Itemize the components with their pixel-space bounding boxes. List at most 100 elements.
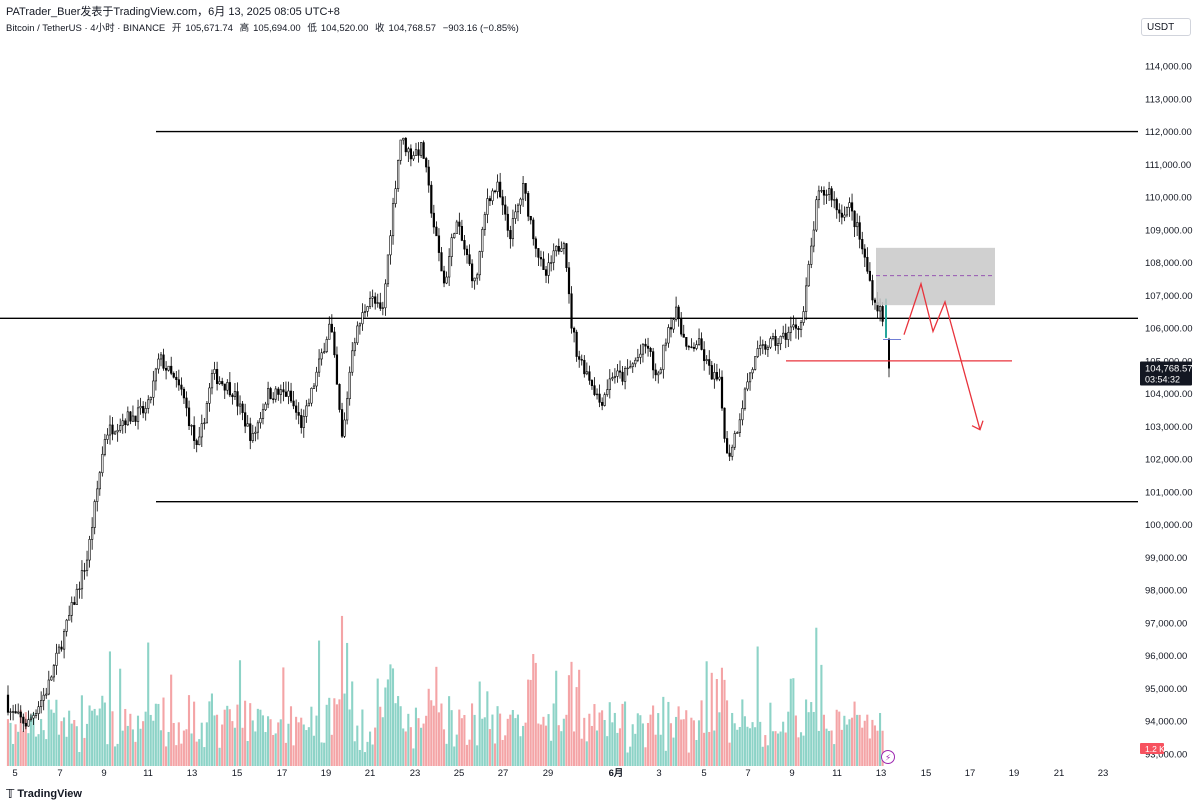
volume-bar: [274, 733, 277, 766]
price-tick-label: 109,000.00: [1145, 225, 1193, 236]
candle-body: [652, 351, 655, 371]
time-tick-label: 9: [101, 768, 106, 779]
candle-body: [708, 359, 711, 366]
volume-bar: [307, 727, 310, 766]
volume-bar: [340, 615, 344, 766]
volume-bar: [14, 724, 17, 766]
candle-body: [430, 184, 433, 214]
volume-bar: [606, 736, 609, 766]
volume-bar: [641, 723, 644, 766]
price-tick-label: 113,000.00: [1145, 94, 1192, 105]
candle-body: [700, 338, 703, 350]
candle-body: [198, 436, 201, 446]
volume-bar: [256, 708, 259, 766]
volume-bar: [93, 708, 96, 766]
volume-bar: [330, 734, 333, 766]
price-axis[interactable]: 114,000.00 113,000.00 112,000.00 111,000.00…: [1145, 62, 1193, 761]
candle-body: [312, 385, 316, 389]
candle-body: [662, 344, 665, 370]
volume-bar: [101, 695, 104, 766]
volume-bar: [822, 714, 825, 766]
candle-body: [595, 393, 599, 396]
candle-body: [527, 193, 530, 217]
candle-body: [261, 409, 265, 419]
volume-bar: [440, 703, 443, 766]
volume-bar: [705, 661, 708, 766]
candle-body: [590, 380, 594, 386]
candle-body: [774, 336, 777, 346]
time-axis[interactable]: 5 7 9 11 13 15 17 19 21 23 25 27 29 6月 3 5 7 9 11 13 15 17 19 2…: [12, 768, 1108, 779]
volume-bar: [144, 711, 147, 766]
candle-body: [820, 190, 823, 192]
volume-bar: [468, 739, 471, 766]
candle-body: [91, 527, 94, 540]
volume-bar: [397, 696, 400, 766]
volume-bar: [238, 660, 242, 766]
volume-bar: [361, 709, 364, 766]
candle-body: [802, 311, 805, 323]
volume-bar: [664, 750, 667, 766]
volume-bar: [244, 700, 247, 766]
candle-body: [167, 365, 170, 371]
tradingview-brand[interactable]: 𝕋 TradingView: [6, 787, 82, 801]
volume-bar: [629, 746, 632, 766]
last-price-value: 104,768.57: [1145, 363, 1193, 374]
volume-bar: [379, 706, 382, 766]
time-tick-label: 29: [543, 768, 554, 779]
candle-body: [384, 283, 387, 309]
candle-body: [131, 415, 135, 422]
volume-bar: [815, 627, 818, 766]
volume-bar: [562, 718, 565, 766]
candle-body: [881, 306, 884, 322]
volume-bar: [501, 739, 504, 766]
candle-body: [550, 262, 553, 264]
candle-body: [483, 214, 486, 230]
candle-body: [333, 331, 336, 356]
volume-bar: [346, 642, 349, 766]
volume-bar: [499, 713, 502, 766]
candle-body: [754, 356, 757, 370]
candle-body: [236, 391, 239, 407]
volume-bar: [565, 714, 568, 766]
volume-bar: [73, 720, 76, 766]
time-tick-label: 5: [12, 768, 17, 779]
volume-bar: [363, 752, 366, 766]
time-tick-label: 21: [1054, 768, 1065, 779]
open-value: 105,671.74: [185, 23, 233, 34]
volume-bar: [152, 720, 155, 766]
candle-body: [190, 425, 193, 427]
volume-bar: [320, 742, 323, 766]
candle-body: [307, 402, 311, 407]
volume-bar: [251, 720, 254, 766]
publish-credit: PATrader_Buer发表于TradingView.com，6月 13, 2…: [6, 6, 340, 18]
candle-body: [425, 158, 428, 168]
volume-bar: [618, 728, 621, 766]
candle-body: [830, 188, 833, 201]
volume-bar: [881, 730, 884, 766]
currency-selector[interactable]: USDT: [1141, 18, 1191, 36]
symbol-title[interactable]: Bitcoin / TetherUS · 4小时 · BINANCE: [6, 23, 166, 34]
candle-body: [572, 327, 576, 333]
candle-body: [608, 378, 611, 391]
candle-body: [557, 245, 560, 252]
candle-body: [481, 229, 484, 252]
candle-body: [692, 346, 696, 349]
volume-bar: [741, 699, 744, 766]
candle-body: [766, 346, 769, 350]
volume-bar: [213, 715, 216, 766]
volume-bar: [481, 718, 484, 766]
time-tick-label: 13: [876, 768, 887, 779]
candle-body: [756, 348, 759, 357]
candle-body: [521, 183, 525, 200]
volume-bar: [91, 710, 94, 766]
volume-bar: [866, 714, 869, 766]
volume-bar: [879, 712, 882, 766]
volume-bar: [782, 721, 785, 766]
volume-bar: [55, 699, 58, 766]
volume-bar: [328, 697, 331, 766]
volume-bar: [532, 654, 535, 766]
volume-bar: [626, 752, 629, 766]
candle-body: [111, 424, 114, 435]
candle-body: [853, 210, 856, 228]
